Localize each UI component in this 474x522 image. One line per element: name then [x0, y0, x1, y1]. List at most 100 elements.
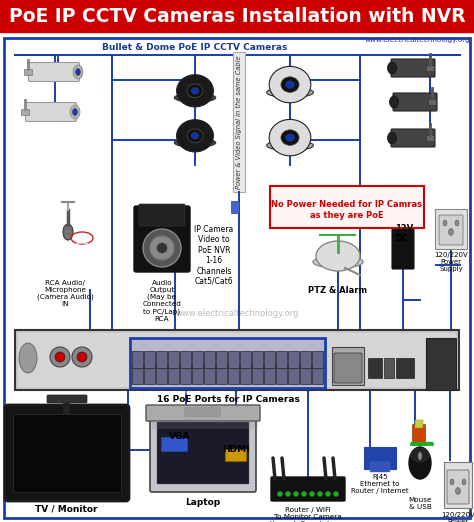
Text: PoE IP CCTV Cameras Installation with NVR: PoE IP CCTV Cameras Installation with NV… — [9, 6, 465, 26]
FancyBboxPatch shape — [134, 206, 190, 272]
FancyBboxPatch shape — [133, 365, 144, 385]
FancyBboxPatch shape — [447, 470, 469, 504]
Circle shape — [72, 347, 92, 367]
FancyBboxPatch shape — [264, 365, 275, 385]
Ellipse shape — [266, 87, 313, 98]
Text: 1: 1 — [137, 391, 139, 395]
Text: RJ45
Ethernet to
Router / Internet: RJ45 Ethernet to Router / Internet — [351, 474, 409, 494]
FancyBboxPatch shape — [28, 63, 80, 81]
FancyBboxPatch shape — [396, 358, 414, 378]
FancyBboxPatch shape — [426, 338, 456, 390]
FancyBboxPatch shape — [24, 69, 32, 75]
Ellipse shape — [388, 132, 396, 144]
Ellipse shape — [281, 130, 299, 146]
Ellipse shape — [269, 120, 311, 156]
FancyBboxPatch shape — [253, 351, 264, 369]
FancyBboxPatch shape — [364, 447, 396, 469]
FancyBboxPatch shape — [312, 365, 323, 385]
Ellipse shape — [157, 243, 167, 253]
FancyBboxPatch shape — [253, 365, 264, 385]
FancyBboxPatch shape — [276, 365, 288, 385]
Ellipse shape — [462, 479, 466, 485]
Ellipse shape — [187, 129, 203, 143]
FancyBboxPatch shape — [426, 65, 434, 71]
Ellipse shape — [73, 109, 78, 115]
FancyBboxPatch shape — [168, 351, 180, 369]
FancyBboxPatch shape — [393, 93, 437, 111]
Ellipse shape — [177, 75, 213, 107]
FancyBboxPatch shape — [370, 462, 390, 472]
Text: 120/220V
Power
Supply: 120/220V Power Supply — [434, 252, 468, 272]
Text: www.electricaltechnology.org: www.electricaltechnology.org — [175, 309, 299, 317]
FancyBboxPatch shape — [271, 477, 345, 501]
FancyBboxPatch shape — [217, 365, 228, 385]
FancyBboxPatch shape — [181, 351, 191, 369]
Ellipse shape — [150, 236, 174, 260]
FancyBboxPatch shape — [264, 351, 275, 369]
FancyBboxPatch shape — [444, 462, 472, 508]
Ellipse shape — [409, 447, 431, 479]
Ellipse shape — [281, 77, 299, 92]
FancyBboxPatch shape — [384, 358, 394, 378]
Text: 7: 7 — [209, 391, 211, 395]
FancyBboxPatch shape — [332, 347, 364, 385]
Text: HDMI: HDMI — [222, 445, 250, 454]
FancyBboxPatch shape — [18, 333, 456, 387]
Ellipse shape — [388, 62, 396, 74]
FancyBboxPatch shape — [435, 209, 467, 249]
FancyBboxPatch shape — [156, 351, 167, 369]
Text: 4: 4 — [173, 391, 175, 395]
Text: Laptop: Laptop — [185, 498, 220, 507]
Text: 9: 9 — [233, 391, 235, 395]
Ellipse shape — [191, 87, 199, 94]
FancyBboxPatch shape — [233, 52, 245, 192]
FancyBboxPatch shape — [192, 365, 203, 385]
Text: 15: 15 — [304, 391, 308, 395]
FancyBboxPatch shape — [168, 365, 180, 385]
Text: 3: 3 — [161, 391, 163, 395]
Ellipse shape — [316, 241, 360, 271]
Text: Power & Video Signal in the same Cable: Power & Video Signal in the same Cable — [236, 55, 242, 189]
Ellipse shape — [266, 140, 313, 151]
Text: Router / WiFi
To Monitor Camera
through Smartphone: Router / WiFi To Monitor Camera through … — [271, 507, 346, 522]
Circle shape — [50, 347, 70, 367]
Ellipse shape — [187, 84, 203, 98]
Ellipse shape — [174, 93, 216, 102]
FancyBboxPatch shape — [228, 351, 239, 369]
FancyBboxPatch shape — [240, 351, 252, 369]
Circle shape — [326, 492, 330, 496]
FancyBboxPatch shape — [391, 59, 435, 77]
FancyBboxPatch shape — [146, 405, 260, 421]
FancyBboxPatch shape — [150, 416, 256, 492]
FancyBboxPatch shape — [228, 365, 239, 385]
FancyBboxPatch shape — [226, 448, 246, 460]
FancyBboxPatch shape — [21, 109, 29, 115]
FancyBboxPatch shape — [439, 215, 463, 245]
Text: 13: 13 — [280, 391, 284, 395]
Ellipse shape — [177, 120, 213, 152]
FancyBboxPatch shape — [428, 99, 436, 105]
Text: PTZ & Alarm: PTZ & Alarm — [309, 286, 367, 295]
Text: VGA: VGA — [169, 432, 191, 441]
Ellipse shape — [411, 448, 429, 462]
Ellipse shape — [418, 452, 422, 460]
FancyBboxPatch shape — [192, 351, 203, 369]
Circle shape — [318, 492, 322, 496]
FancyBboxPatch shape — [270, 186, 424, 228]
FancyBboxPatch shape — [301, 351, 311, 369]
Text: Mouse
& USB: Mouse & USB — [408, 497, 432, 510]
FancyBboxPatch shape — [415, 420, 423, 428]
FancyBboxPatch shape — [240, 365, 252, 385]
FancyBboxPatch shape — [276, 351, 288, 369]
Ellipse shape — [63, 224, 73, 240]
Text: 12V
DC: 12V DC — [395, 224, 413, 243]
Circle shape — [294, 492, 298, 496]
FancyBboxPatch shape — [13, 414, 121, 492]
Circle shape — [286, 492, 290, 496]
FancyBboxPatch shape — [301, 365, 311, 385]
FancyBboxPatch shape — [26, 102, 76, 122]
Circle shape — [77, 352, 87, 362]
Ellipse shape — [390, 96, 399, 108]
FancyBboxPatch shape — [231, 201, 239, 213]
Ellipse shape — [455, 220, 459, 226]
